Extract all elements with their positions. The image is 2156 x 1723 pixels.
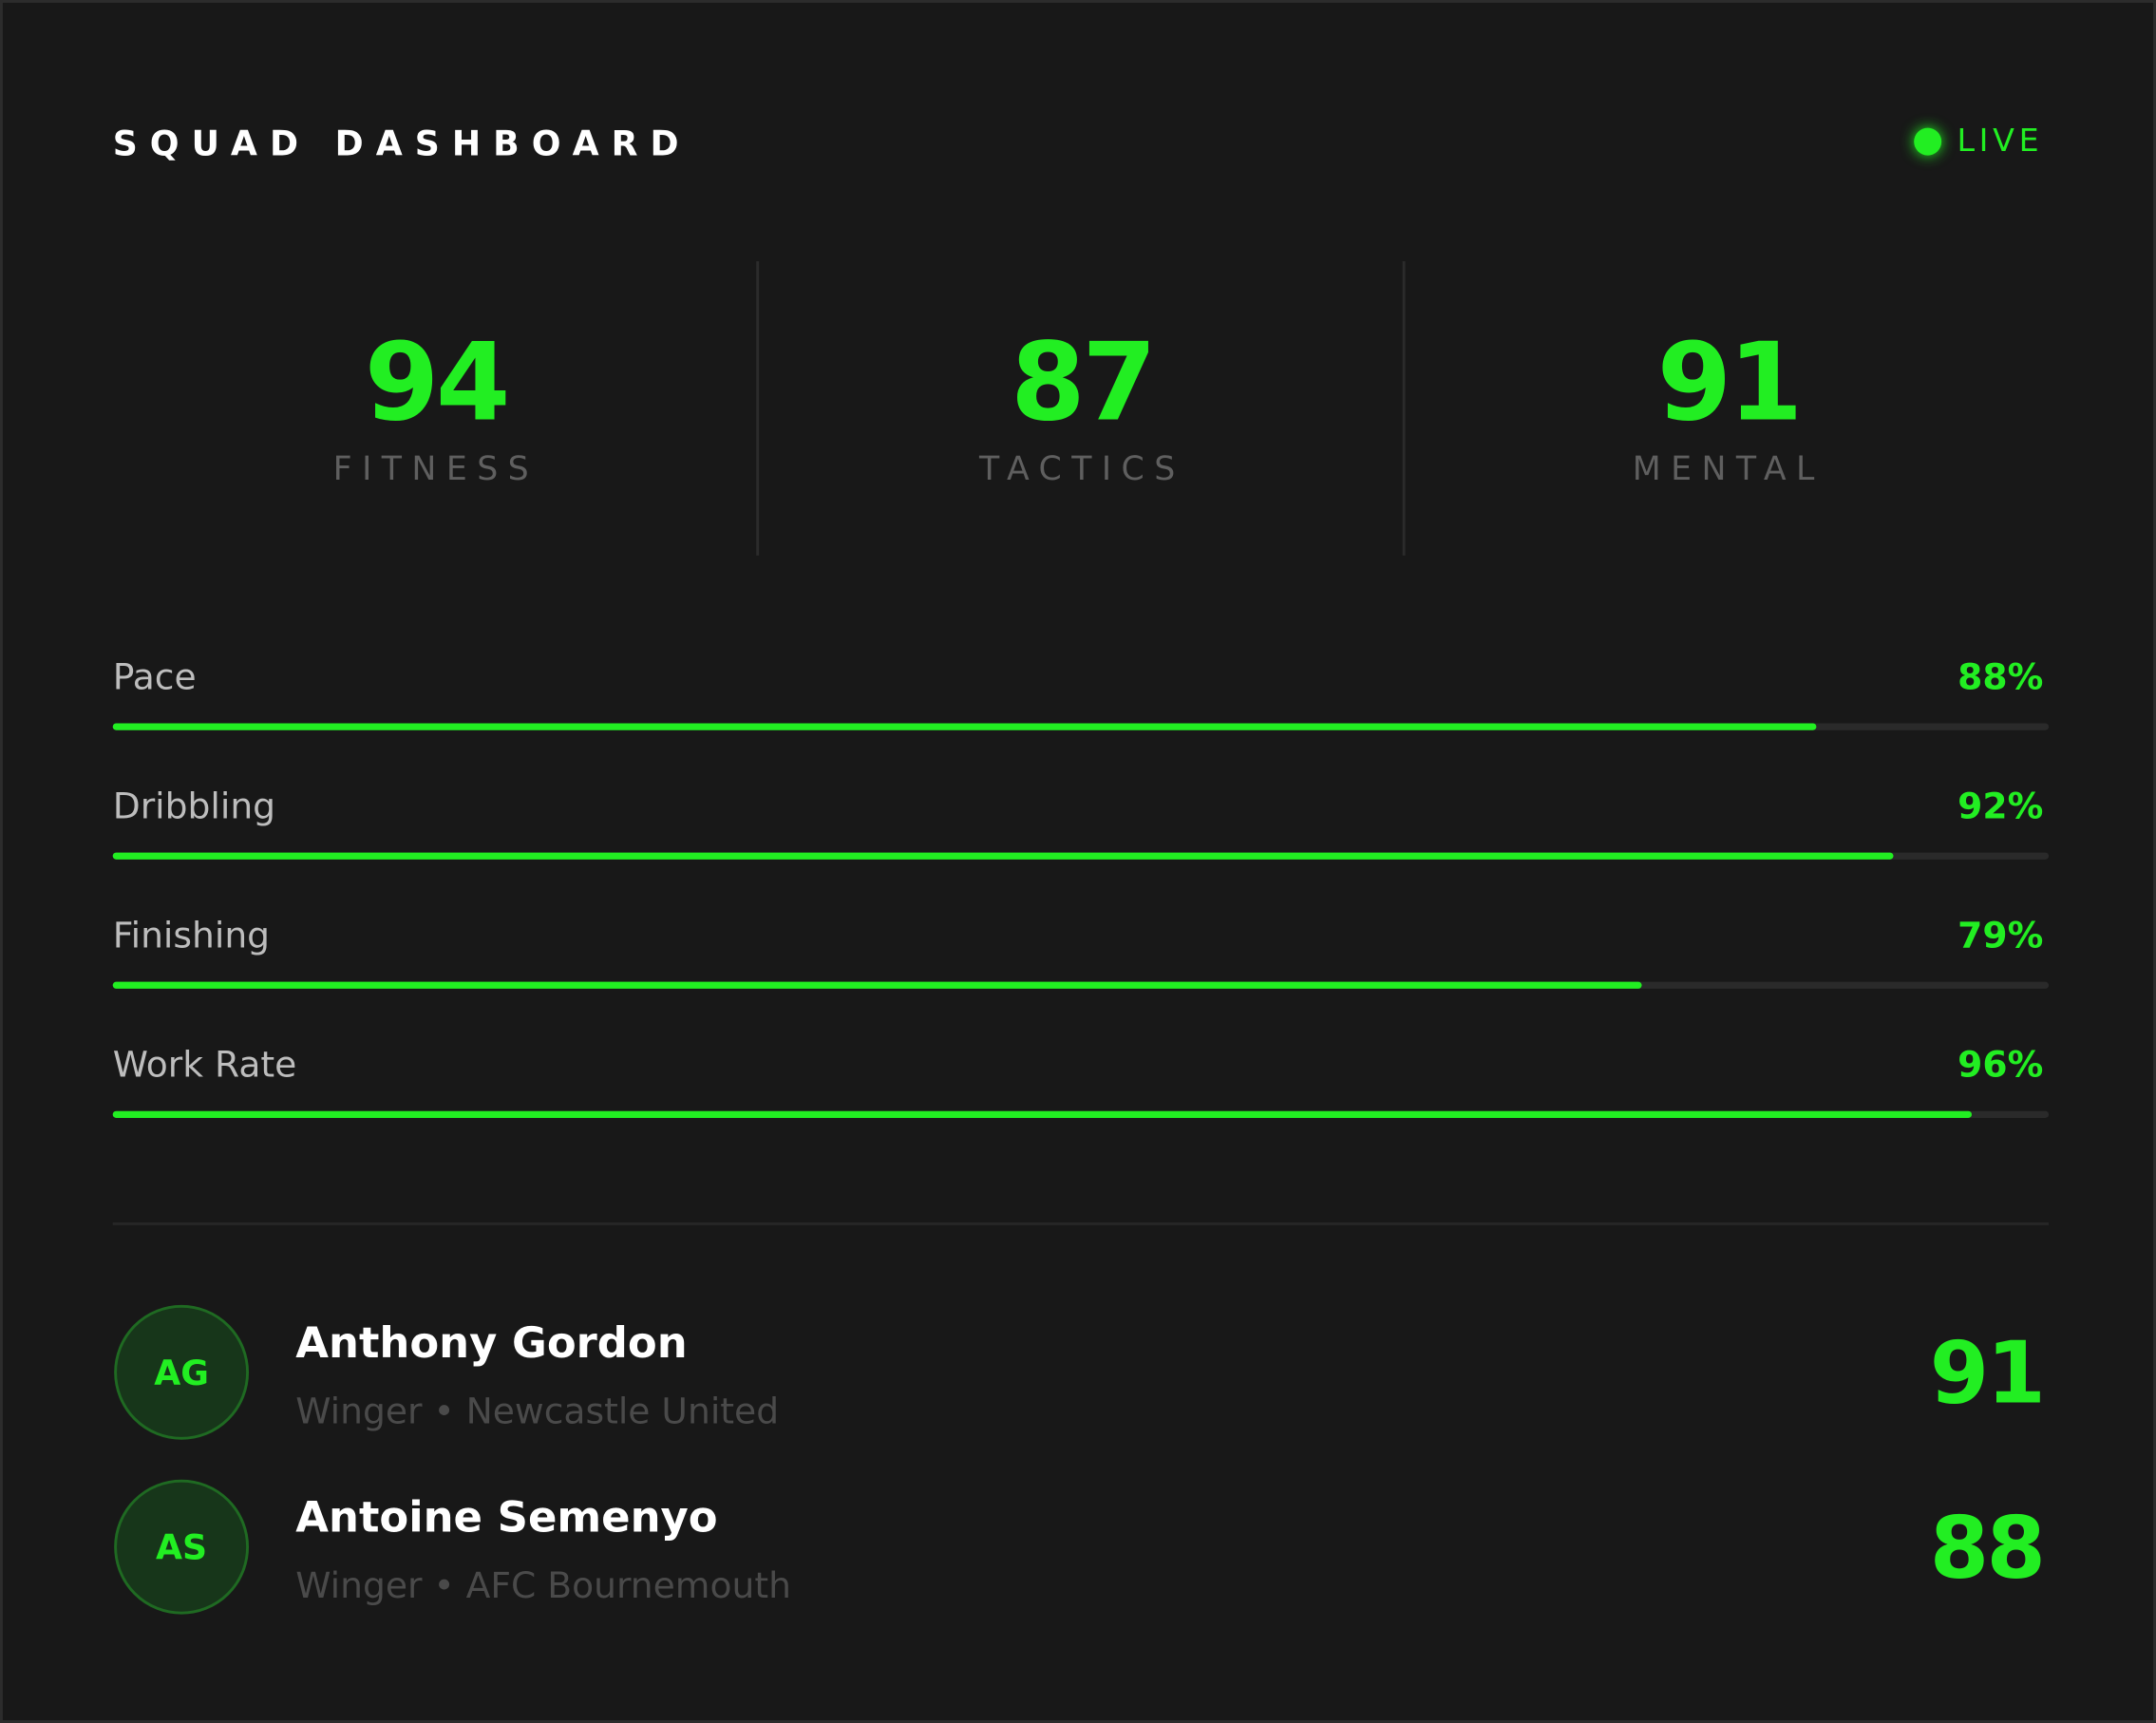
skill-name: Finishing xyxy=(112,916,271,957)
live-status: LIVE xyxy=(1957,123,2044,160)
player-rating: 88 xyxy=(1929,1497,2046,1599)
player-avatar: AS xyxy=(114,1479,250,1615)
stat-value: 87 xyxy=(1011,321,1157,446)
skill-bar xyxy=(112,723,1817,730)
skill-value: 79% xyxy=(1957,916,2044,957)
player-name: Anthony Gordon xyxy=(295,1318,688,1369)
skill-bar xyxy=(112,852,1895,860)
skill-name: Pace xyxy=(112,657,197,699)
player-details: Winger • Newcastle United xyxy=(295,1392,780,1433)
stat-label: TACTICS xyxy=(978,449,1185,488)
stat-value: 94 xyxy=(364,321,511,446)
skill-value: 88% xyxy=(1957,657,2044,699)
player-avatar: AG xyxy=(114,1304,250,1440)
divider xyxy=(1402,261,1406,556)
skill-bar xyxy=(112,981,1643,989)
divider xyxy=(756,261,760,556)
stat-label: FITNESS xyxy=(332,449,539,488)
player-name: Antoine Semenyo xyxy=(295,1493,718,1543)
stat-value: 91 xyxy=(1656,321,1804,446)
player-details: Winger • AFC Bournemouth xyxy=(295,1565,791,1608)
divider xyxy=(112,1222,2050,1225)
skill-bar xyxy=(112,1110,1972,1118)
live-indicator xyxy=(1914,127,1942,156)
skill-name: Work Rate xyxy=(112,1045,297,1087)
skill-name: Dribbling xyxy=(112,786,276,828)
stat-label: MENTAL xyxy=(1632,449,1825,488)
player-rating: 91 xyxy=(1929,1322,2046,1424)
skill-value: 96% xyxy=(1957,1045,2044,1087)
skill-value: 92% xyxy=(1957,786,2044,828)
dashboard-title: SQUAD DASHBOARD xyxy=(112,123,691,164)
